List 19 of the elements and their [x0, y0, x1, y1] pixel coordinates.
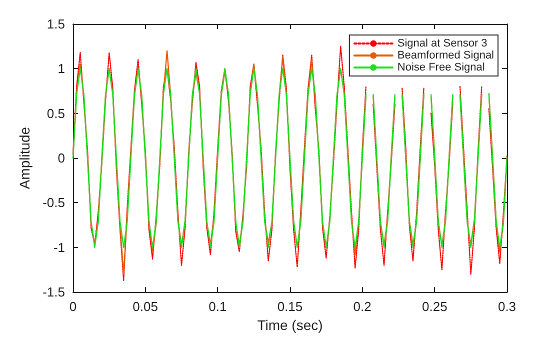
legend-label: Signal at Sensor 3 [397, 38, 488, 50]
x-tick-label: 0 [69, 299, 77, 314]
legend-label: Beamformed Signal [397, 50, 494, 62]
y-tick-label: 1 [58, 61, 65, 76]
y-tick-label: -1 [53, 240, 65, 255]
y-axis-title: Amplitude [16, 126, 33, 190]
x-tick-label: 0.15 [277, 299, 303, 314]
y-tick-label: -1.5 [42, 284, 65, 300]
legend-label: Noise Free Signal [397, 62, 485, 74]
x-tick-label: 0.2 [353, 299, 372, 314]
x-tick-label: 0.05 [132, 299, 158, 314]
x-tick-label: 0.3 [498, 299, 516, 314]
y-tick-label: 0.5 [46, 106, 65, 121]
x-tick-label: 0.25 [422, 299, 448, 314]
x-tick-label: 0.1 [208, 299, 227, 314]
y-tick-label: 0 [58, 150, 65, 166]
x-axis-title: Time (sec) [257, 317, 323, 333]
y-tick-label: -0.5 [42, 195, 65, 210]
y-tick-label: 1.5 [46, 16, 65, 32]
